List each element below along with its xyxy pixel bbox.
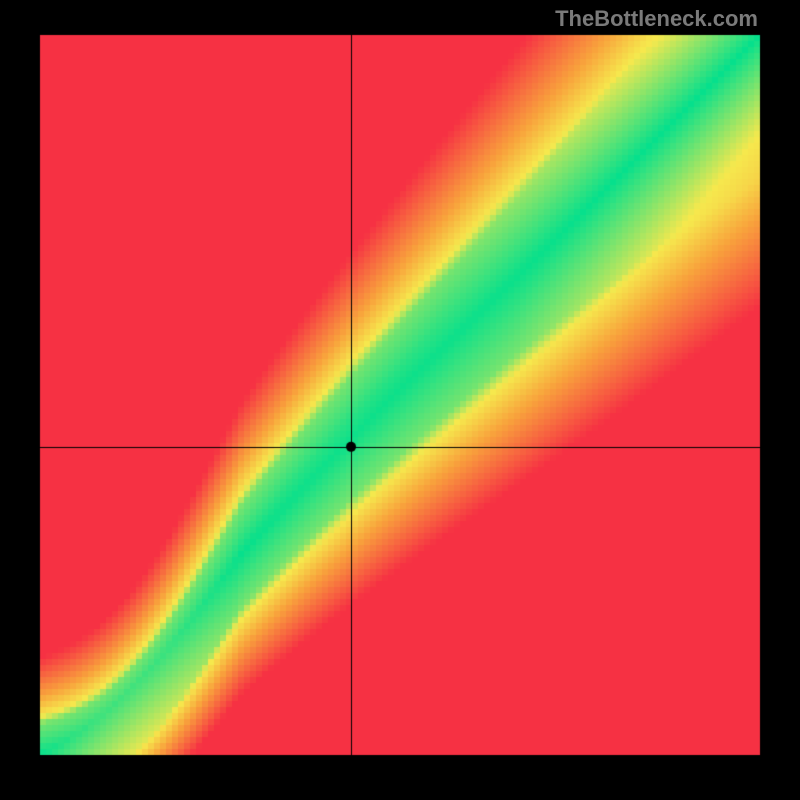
- watermark-text: TheBottleneck.com: [555, 6, 758, 32]
- stage: TheBottleneck.com: [0, 0, 800, 800]
- bottleneck-heatmap-canvas: [0, 0, 800, 800]
